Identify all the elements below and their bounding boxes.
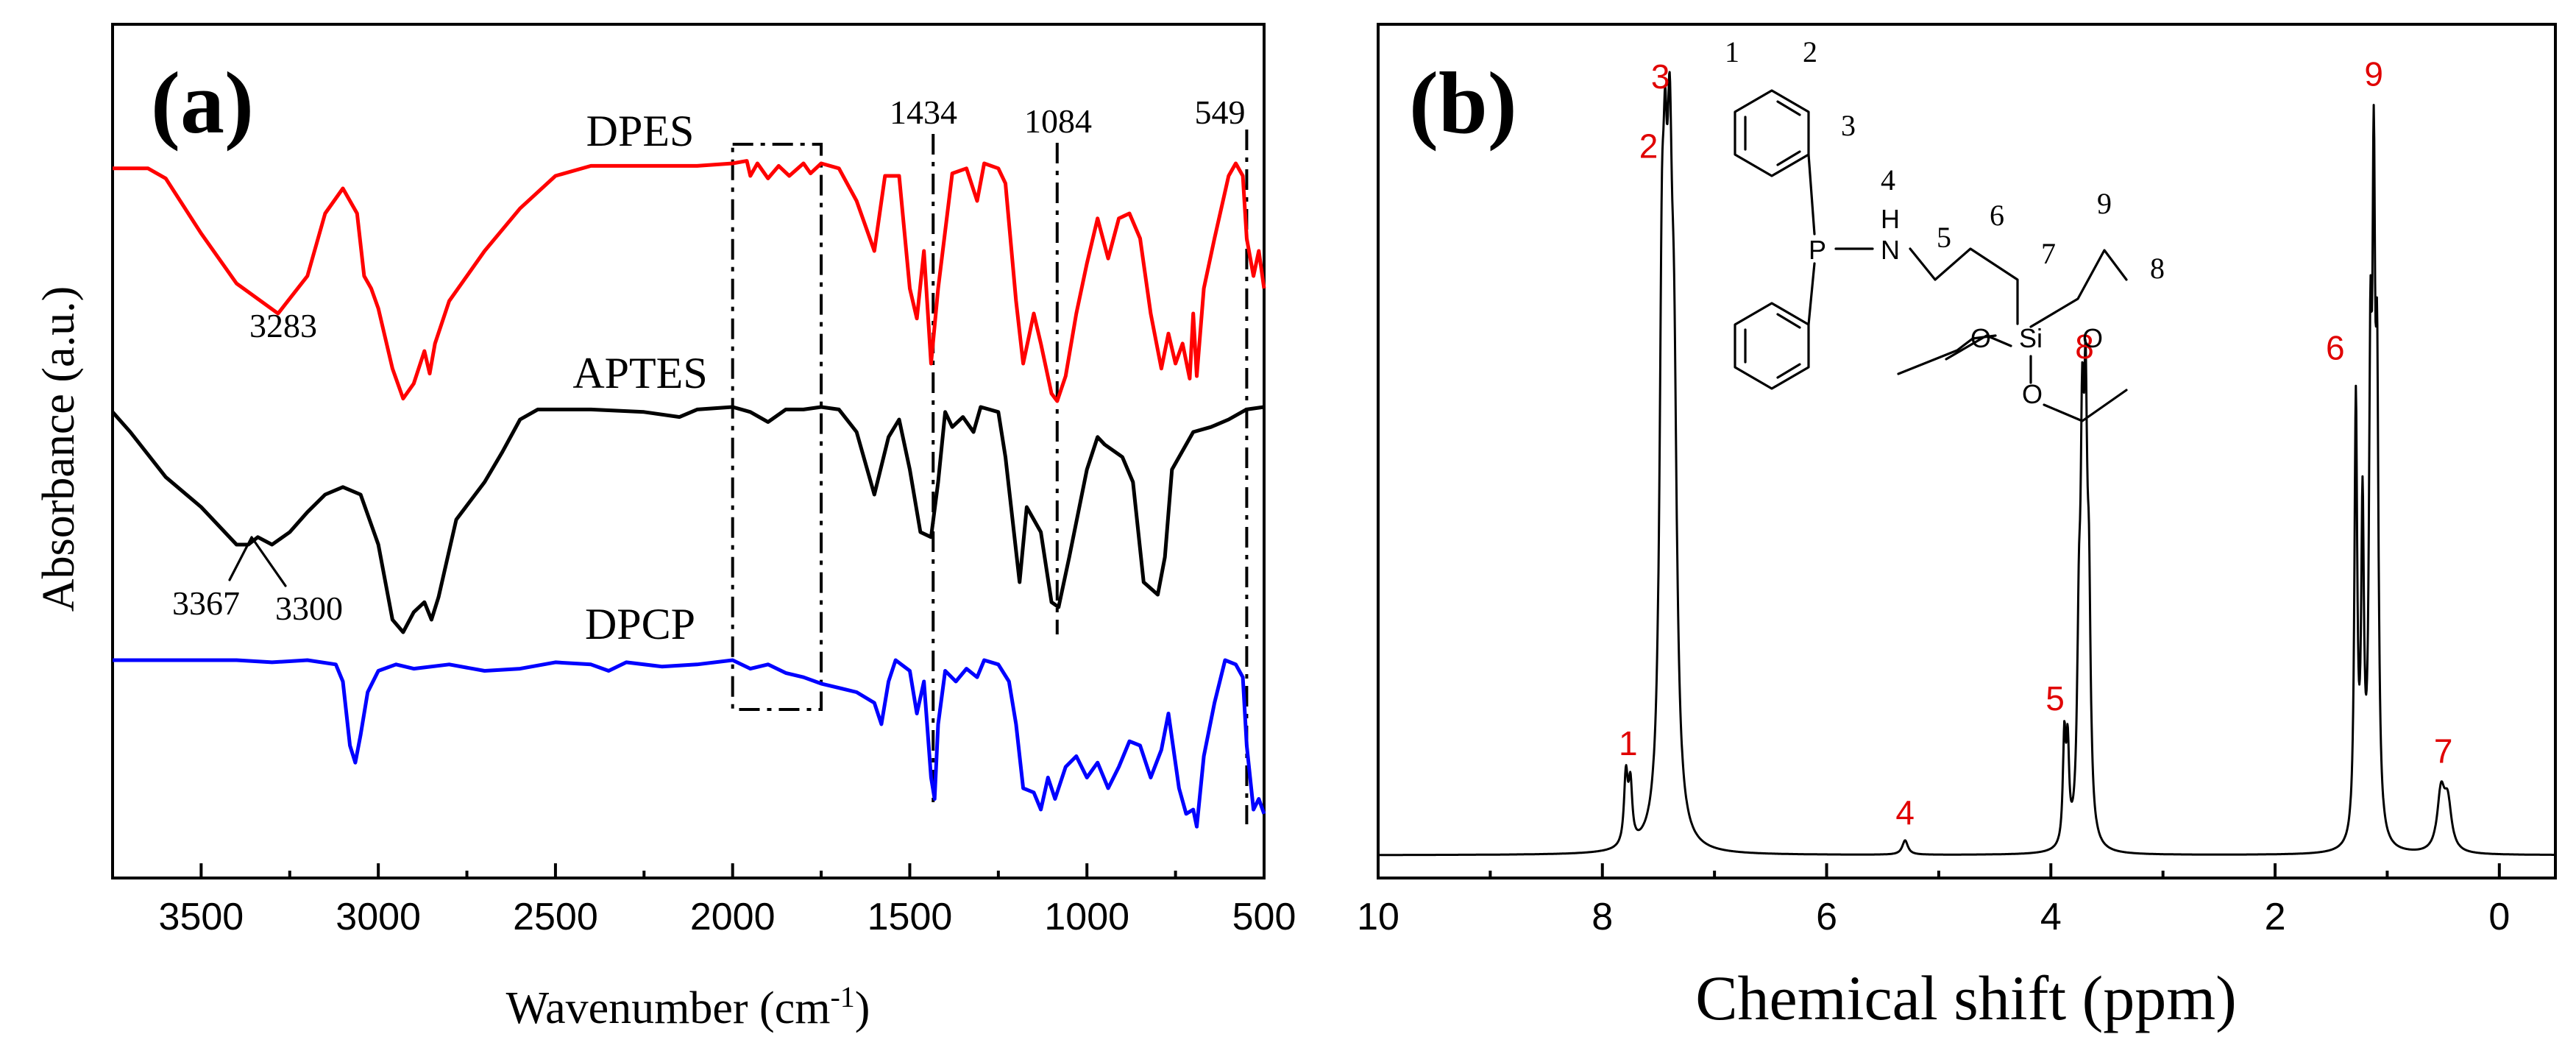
nmr-x-ticks: 10 8 6 4 2 0 — [1357, 863, 2510, 938]
structure-number-3: 3 — [1841, 109, 1856, 142]
peak-label-549: 549 — [1195, 93, 1246, 131]
ftir-x-tick-label: 500 — [1232, 896, 1296, 938]
nmr-peak-label-4: 4 — [1895, 793, 1915, 832]
structure-number-6: 6 — [1990, 199, 2004, 232]
atom-h: H — [1881, 204, 1900, 234]
structure-number-7: 7 — [2041, 237, 2056, 270]
peak-label-1434: 1434 — [890, 93, 957, 131]
nmr-peak-label-8: 8 — [2075, 328, 2094, 366]
ftir-series-dpcp — [113, 658, 1266, 829]
ftir-panel-label: (a) — [151, 54, 254, 152]
nmr-panel-label: (b) — [1409, 54, 1517, 152]
nmr-x-tick-label: 4 — [2040, 896, 2062, 938]
structure-number-2: 2 — [1803, 35, 1817, 68]
ftir-y-axis-title: Absorbance (a.u.) — [34, 286, 84, 612]
nmr-peak-label-2: 2 — [1639, 127, 1658, 166]
series-label-dpcp: DPCP — [585, 600, 695, 648]
phenyl-ring-lower — [1734, 302, 1810, 390]
nmr-peak-label-6: 6 — [2326, 328, 2345, 367]
ftir-plot-frame — [111, 23, 1266, 879]
peak-label-3300: 3300 — [275, 590, 343, 627]
ftir-x-tick-label: 3500 — [159, 896, 244, 938]
series-label-dpes: DPES — [586, 107, 695, 155]
ftir-series-dpes — [113, 159, 1266, 403]
ftir-panel: (a) DPES APTES DPCP 3283 3367 3300 1434 … — [34, 23, 1296, 1034]
atom-o-right: O — [2082, 323, 2103, 353]
series-label-aptes: APTES — [572, 349, 707, 397]
nmr-spectrum-line — [1377, 71, 2556, 857]
chemical-structure: P H N Si O O O 1 2 3 4 5 6 7 8 9 — [1725, 35, 2165, 422]
ftir-reference-lines — [932, 130, 1249, 824]
ftir-series-aptes — [111, 405, 1265, 634]
nmr-peak-label-1: 1 — [1619, 724, 1638, 762]
structure-number-5: 5 — [1937, 221, 1951, 254]
nmr-peak-label-3: 3 — [1651, 57, 1670, 96]
ftir-series-group — [111, 159, 1266, 829]
nmr-x-tick-label: 2 — [2265, 896, 2286, 938]
ftir-x-axis-title: Wavenumber (cm-1) — [506, 980, 870, 1034]
nmr-peak-label-7: 7 — [2434, 732, 2453, 771]
ftir-x-ticks: 3500 3000 2500 2000 1500 1000 500 — [111, 863, 1296, 938]
peak-label-3367: 3367 — [172, 584, 240, 622]
ftir-x-tick-label: 1000 — [1044, 896, 1129, 938]
structure-number-4: 4 — [1881, 163, 1895, 197]
nmr-spectrum-group — [1377, 71, 2556, 857]
nmr-x-tick-label: 10 — [1357, 896, 1399, 938]
nmr-x-tick-label: 8 — [1592, 896, 1613, 938]
structure-number-8: 8 — [2150, 252, 2165, 285]
structure-bonds — [1807, 153, 2128, 422]
structure-number-1: 1 — [1725, 35, 1739, 68]
peak-label-3283: 3283 — [249, 307, 317, 344]
atom-o-bottom: O — [2022, 379, 2043, 409]
ftir-x-tick-label: 2500 — [513, 896, 598, 938]
peak-label-1084: 1084 — [1024, 102, 1092, 140]
atom-p: P — [1809, 235, 1826, 265]
ftir-x-tick-label: 2000 — [690, 896, 776, 938]
ftir-x-tick-label: 3000 — [336, 896, 421, 938]
structure-number-9: 9 — [2097, 187, 2112, 220]
nmr-plot-frame — [1377, 23, 2557, 879]
structure-ethoxy-left — [1897, 337, 1974, 375]
phenyl-ring-upper — [1734, 89, 1810, 177]
atom-o-left: O — [1970, 323, 1991, 353]
ftir-dashed-box — [731, 143, 823, 711]
ftir-x-tick-label: 1500 — [867, 896, 953, 938]
nmr-x-tick-label: 0 — [2488, 896, 2510, 938]
nmr-x-tick-label: 6 — [1816, 896, 1837, 938]
atom-si: Si — [2019, 323, 2043, 353]
nmr-peak-label-9: 9 — [2364, 55, 2383, 93]
nmr-x-axis-title: Chemical shift (ppm) — [1695, 963, 2237, 1033]
nmr-peak-label-5: 5 — [2045, 679, 2065, 718]
atom-n: N — [1881, 235, 1900, 265]
ftir-highlight-box — [731, 143, 823, 711]
peak-label-leader-lines — [228, 536, 287, 587]
